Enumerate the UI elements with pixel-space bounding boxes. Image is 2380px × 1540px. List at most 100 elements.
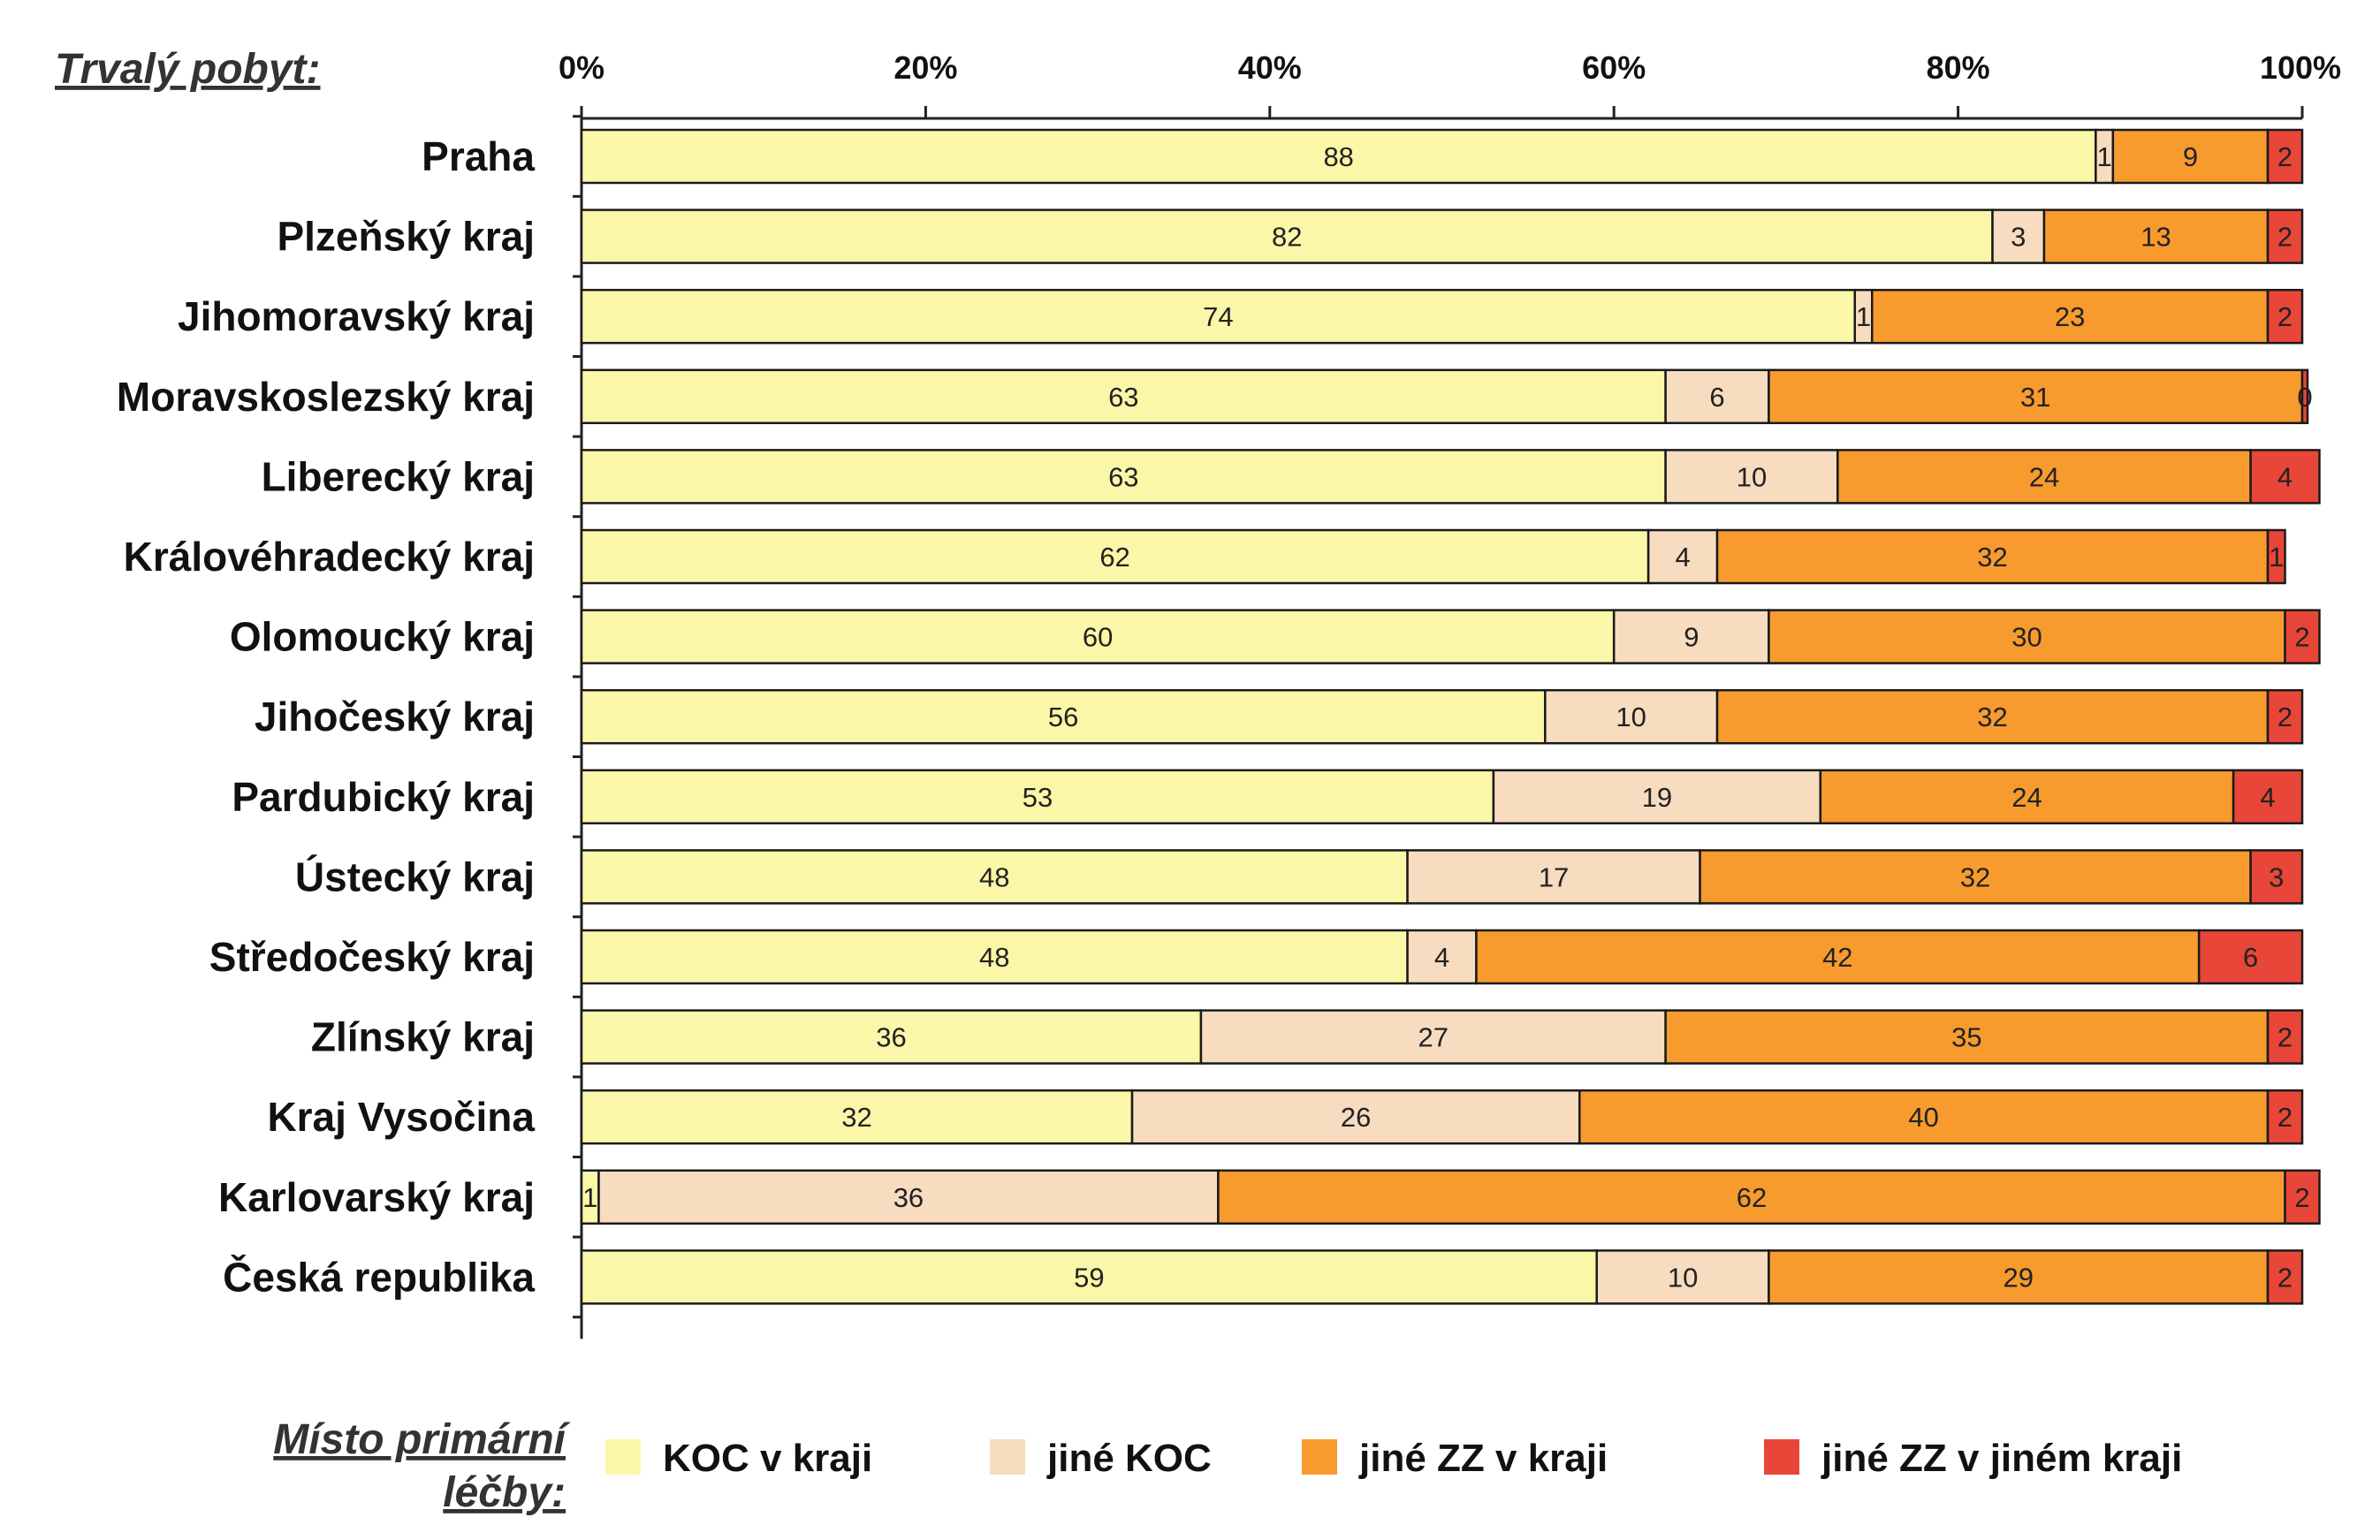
bar-segment	[1475, 929, 2201, 985]
data-label: 1	[582, 1182, 597, 1213]
bar-segment	[1646, 528, 1719, 585]
data-label: 6	[1709, 382, 1724, 413]
bar-segment	[1768, 368, 2304, 425]
bar-segment	[2266, 688, 2304, 745]
chart-title: Trvalý pobyt:	[55, 46, 321, 93]
data-label: 1	[2269, 542, 2284, 573]
data-label: 2	[2277, 222, 2293, 253]
category-label: Karlovarský kraj	[218, 1174, 535, 1220]
x-axis: 0% 20% 40% 60% 80% 100%	[559, 49, 2341, 1339]
legend-swatch	[990, 1439, 1025, 1475]
data-label: 24	[2011, 782, 2042, 813]
category-label: Česká republika	[223, 1254, 535, 1300]
bar-segment	[2249, 449, 2321, 504]
data-label: 26	[1341, 1102, 1371, 1133]
data-label: 9	[2183, 141, 2198, 172]
data-label: 2	[2277, 702, 2293, 732]
data-label: 29	[2004, 1262, 2034, 1293]
legend-swatch	[1764, 1439, 1799, 1475]
category-label: Moravskoslezský kraj	[117, 374, 535, 420]
data-label: 32	[841, 1102, 871, 1133]
bar-segment	[580, 929, 1409, 985]
bar-segment	[2266, 128, 2304, 185]
bar-segment	[2284, 1169, 2321, 1225]
data-label: 30	[2011, 622, 2042, 653]
data-label: 10	[1616, 702, 1646, 732]
data-label: 48	[979, 861, 1009, 892]
bar-segment	[1199, 1009, 1667, 1065]
bar-segment	[1406, 849, 1701, 905]
bar-segment	[1836, 449, 2252, 504]
category-label: Pardubický kraj	[232, 774, 535, 820]
bar-segment	[1819, 769, 2235, 825]
data-label: 32	[1960, 861, 1990, 892]
data-label: 0	[2297, 382, 2312, 413]
bar-segment	[2266, 209, 2304, 264]
bar-segment	[580, 288, 1857, 345]
bar-segment	[1871, 288, 2270, 345]
data-label: 19	[1642, 782, 1672, 813]
data-label: 17	[1539, 861, 1569, 892]
bar-segment	[580, 1009, 1203, 1065]
data-label: 4	[2277, 461, 2293, 492]
data-label: 53	[1023, 782, 1053, 813]
data-label: 2	[2277, 141, 2293, 172]
x-tick-label: 80%	[1927, 49, 1990, 86]
row-labels: Praha Plzeňský kraj Jihomoravský kraj Morav…	[117, 133, 535, 1300]
category-label: Jihomoravský kraj	[178, 293, 535, 339]
bar-segment	[2266, 288, 2304, 345]
bar-segment	[2266, 1009, 2304, 1065]
bar-segment	[1991, 209, 2046, 264]
data-label: 10	[1668, 1262, 1698, 1293]
bar-segment	[580, 209, 1994, 264]
bar-segment	[580, 688, 1547, 745]
category-label: Královéhradecký kraj	[124, 534, 535, 580]
bar-segment	[1664, 368, 1770, 425]
bar-segment	[1715, 688, 2270, 745]
category-label: Jihočeský kraj	[255, 694, 535, 740]
x-tick-label: 40%	[1238, 49, 1302, 86]
data-label: 40	[1908, 1102, 1938, 1133]
data-label: 2	[2294, 622, 2309, 653]
data-label: 24	[2029, 461, 2059, 492]
category-label: Kraj Vysočina	[267, 1094, 535, 1140]
legend-label: jiné KOC	[1046, 1437, 1212, 1480]
category-label: Středočeský kraj	[209, 934, 535, 980]
data-label: 36	[893, 1182, 924, 1213]
bar-segment	[1217, 1169, 2286, 1225]
data-label: 2	[2277, 1102, 2293, 1133]
data-label: 63	[1108, 461, 1138, 492]
data-label: 23	[2055, 301, 2085, 332]
data-label: 3	[2269, 861, 2284, 892]
bar-segment	[580, 849, 1409, 905]
bar-segment	[1578, 1089, 2270, 1145]
data-label: 62	[1737, 1182, 1767, 1213]
data-label: 32	[1977, 542, 2007, 573]
legend-swatch	[1302, 1439, 1337, 1475]
data-label: 32	[1977, 702, 2007, 732]
category-label: Liberecký kraj	[262, 453, 535, 499]
data-label: 2	[2277, 301, 2293, 332]
legend-label: KOC v kraji	[663, 1437, 872, 1480]
data-label: 36	[876, 1022, 906, 1053]
bar-segment	[1768, 609, 2286, 664]
bar-segment	[580, 1249, 1598, 1305]
bars: 88 1 9 282 3 13 274 1 23 263 6 31 063 10 24 462 4 32 160 9 3…	[580, 128, 2321, 1305]
category-label: Ústecký kraj	[295, 853, 535, 899]
x-tick-label: 100%	[2260, 49, 2341, 86]
data-label: 35	[1951, 1022, 1981, 1053]
bar-segment	[2300, 368, 2309, 425]
bar-segment	[580, 609, 1616, 664]
legend: Místo primární léčby: KOC v kraji jiné KOC j…	[273, 1416, 2182, 1516]
data-label: 2	[2277, 1262, 2293, 1293]
data-label: 10	[1737, 461, 1767, 492]
data-label: 62	[1099, 542, 1129, 573]
data-label: 63	[1108, 382, 1138, 413]
legend-title-line2: léčby:	[443, 1469, 566, 1516]
data-label: 27	[1418, 1022, 1449, 1053]
category-label: Praha	[422, 133, 535, 179]
data-label: 42	[1822, 942, 1852, 973]
data-label: 88	[1323, 141, 1353, 172]
data-label: 13	[2140, 222, 2171, 253]
